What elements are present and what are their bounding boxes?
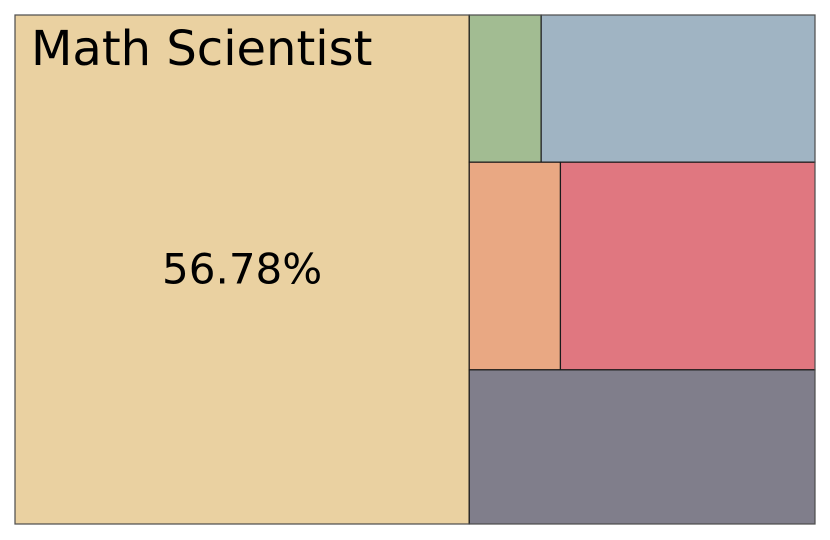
treemap-tile-5 [559,161,816,371]
treemap-tile-1 [14,14,470,525]
treemap-tile-4 [468,161,562,371]
treemap-tile-2 [468,14,542,163]
chart-frame [14,14,816,525]
tile-label-1: Math Scientist [31,21,372,77]
treemap-tiles [14,14,816,525]
treemap-labels: Math Scientist 56.78% [31,21,372,294]
treemap-tile-3 [540,14,816,163]
treemap-tile-6 [468,369,816,525]
tile-value-label-1: 56.78% [162,245,322,294]
